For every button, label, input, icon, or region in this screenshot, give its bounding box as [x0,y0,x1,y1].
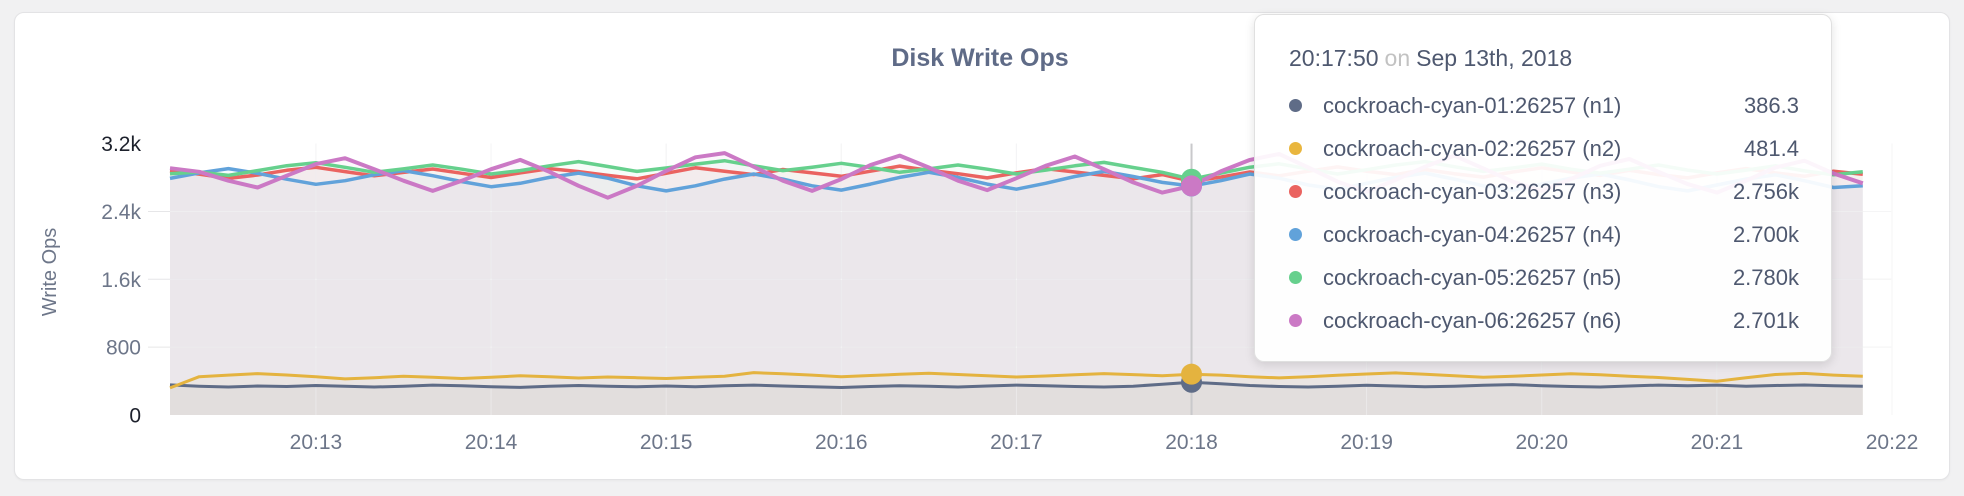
x-tick-label: 20:15 [640,431,693,454]
series-dot-icon [1289,228,1302,241]
x-tick-label: 20:22 [1866,431,1919,454]
series-value: 2.756k [1732,178,1799,204]
x-tick-label: 20:20 [1515,431,1568,454]
tooltip-series-row: cockroach-cyan-06:26257 (n6) 2.701k [1289,299,1799,342]
hover-points [1181,168,1203,393]
y-tick-label: 800 [106,337,141,360]
chart-title: Disk Write Ops [891,44,1069,72]
x-tick-label: 20:14 [465,431,518,454]
series-value: 481.4 [1743,135,1799,161]
x-tick-label: 20:19 [1340,431,1393,454]
tooltip-date: Sep 13th, 2018 [1416,45,1573,71]
series-value: 2.700k [1732,221,1799,247]
series-dot-icon [1289,271,1302,284]
series-name: cockroach-cyan-05:26257 (n5) [1323,264,1622,290]
x-tick-label: 20:18 [1165,431,1218,454]
series-dot-icon [1289,314,1302,327]
y-tick-label: 0 [129,405,141,428]
series-dot-icon [1289,142,1302,155]
x-tick-label: 20:13 [290,431,343,454]
tooltip-series-row: cockroach-cyan-01:26257 (n1) 386.3 [1289,84,1799,127]
tooltip-series-row: cockroach-cyan-03:26257 (n3) 2.756k [1289,170,1799,213]
series-value: 2.701k [1732,307,1799,333]
series-name: cockroach-cyan-04:26257 (n4) [1323,221,1622,247]
series-value: 2.780k [1732,264,1799,290]
y-tick-label: 1.6k [101,269,141,292]
tooltip-series-row: cockroach-cyan-05:26257 (n5) 2.780k [1289,256,1799,299]
series-name: cockroach-cyan-01:26257 (n1) [1323,92,1622,118]
tooltip-header: 20:17:50 on Sep 13th, 2018 [1289,45,1799,72]
y-tick-label: 3.2k [101,133,141,156]
series-name: cockroach-cyan-03:26257 (n3) [1323,178,1622,204]
x-tick-label: 20:17 [990,431,1043,454]
hover-point-dot [1181,175,1203,197]
x-tick-label: 20:21 [1691,431,1744,454]
chart-tooltip: 20:17:50 on Sep 13th, 2018 cockroach-cyan-… [1254,14,1832,362]
series-dot-icon [1289,99,1302,112]
tooltip-time: 20:17:50 [1289,45,1379,71]
y-axis-label: Write Ops [39,227,61,317]
tooltip-series-row: cockroach-cyan-02:26257 (n2) 481.4 [1289,127,1799,170]
series-name: cockroach-cyan-06:26257 (n6) [1323,307,1622,333]
tooltip-separator: on [1384,45,1411,71]
axis-tick-labels: 20:13 20:14 20:15 20:16 20:17 20:18 20:19 20:20… [101,133,1918,454]
tooltip-series-row: cockroach-cyan-04:26257 (n4) 2.700k [1289,213,1799,256]
series-value: 386.3 [1743,92,1799,118]
series-dot-icon [1289,185,1302,198]
x-tick-label: 20:16 [815,431,868,454]
y-tick-label: 2.4k [101,201,141,224]
series-name: cockroach-cyan-02:26257 (n2) [1323,135,1622,161]
hover-point-dot [1181,363,1203,385]
